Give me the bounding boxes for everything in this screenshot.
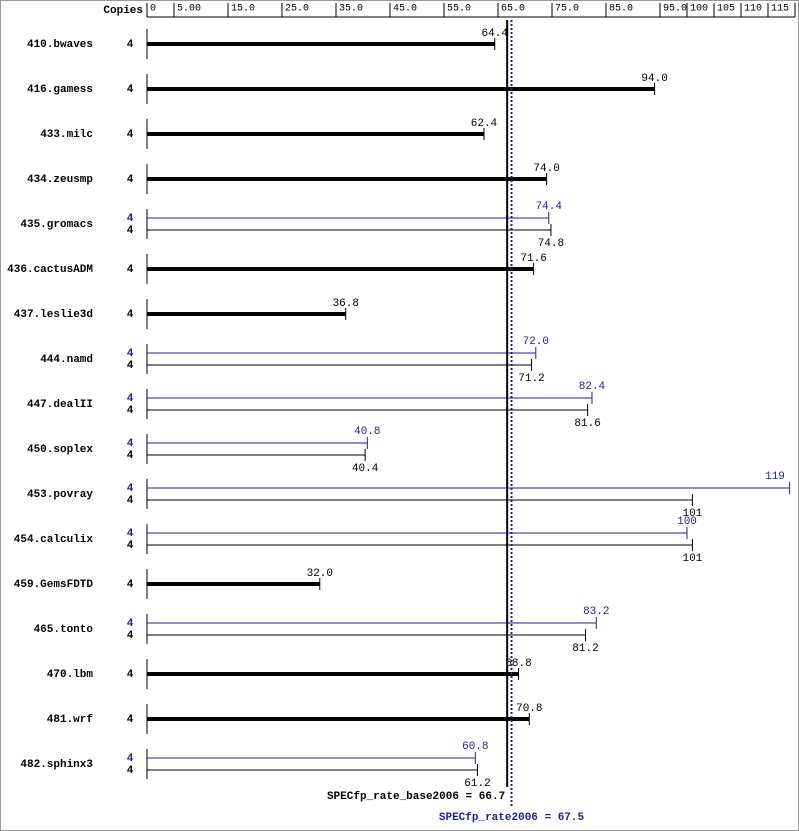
benchmark-label: 482.sphinx3 [20,759,93,771]
copies-label: 4 [127,630,134,642]
benchmark-label: 434.zeusmp [27,174,93,186]
benchmark-label: 481.wrf [47,714,94,726]
copies-label: 4 [127,540,134,552]
copies-label: 4 [127,360,134,372]
x-tick-label: 65.0 [501,4,525,15]
value-label: 101 [682,508,702,520]
value-label: 64.4 [482,28,509,40]
x-tick-label: 95.0 [663,4,687,15]
x-tick-label: 45.0 [393,4,417,15]
value-label: 82.4 [579,381,606,393]
x-tick-label: 110 [744,4,762,15]
copies-label: 4 [127,174,134,186]
x-tick-label: 5.00 [177,4,201,15]
benchmark-label: 465.tonto [34,624,94,636]
copies-label: 4 [127,669,134,681]
benchmark-label: 459.GemsFDTD [14,579,94,591]
copies-label: 4 [127,264,134,276]
copies-label: 4 [127,39,134,51]
copies-label: 4 [127,495,134,507]
copies-label: 4 [127,348,134,360]
x-tick-label: 35.0 [339,4,363,15]
x-tick-label: 100 [690,4,708,15]
value-label: 36.8 [333,298,359,310]
value-label: 81.2 [572,643,598,655]
copies-label: 4 [127,438,134,450]
value-label: 119 [765,471,785,483]
value-label: 81.6 [574,418,600,430]
copies-label: 4 [127,84,134,96]
copies-label: 4 [127,483,134,495]
reference-label: SPECfp_rate2006 = 67.5 [439,812,585,824]
copies-label: 4 [127,528,134,540]
benchmark-label: 436.cactusADM [7,264,93,276]
copies-label: 4 [127,309,134,321]
x-tick-label: 115 [771,4,789,15]
value-label: 40.8 [354,426,380,438]
value-label: 61.2 [464,778,490,790]
benchmark-label: 447.dealII [27,399,93,411]
copies-label: 4 [127,765,134,777]
benchmark-label: 416.gamess [27,84,93,96]
value-label: 40.4 [352,463,379,475]
copies-label: 4 [127,129,134,141]
copies-label: 4 [127,393,134,405]
value-label: 70.8 [516,703,542,715]
value-label: 71.6 [520,253,546,265]
value-label: 71.2 [518,373,544,385]
benchmark-label: 450.soplex [27,444,93,456]
x-tick-label: 15.0 [231,4,255,15]
x-tick-label: 75.0 [555,4,579,15]
value-label: 83.2 [583,606,609,618]
value-label: 60.8 [462,741,488,753]
benchmark-label: 470.lbm [47,669,94,681]
value-label: 74.8 [538,238,564,250]
x-tick-label: 0 [150,4,156,15]
benchmark-label: 444.namd [40,354,93,366]
copies-label: 4 [127,213,134,225]
copies-header: Copies [103,5,143,17]
value-label: 74.4 [536,201,563,213]
value-label: 74.0 [533,163,559,175]
value-label: 94.0 [641,73,667,85]
copies-label: 4 [127,225,134,237]
copies-label: 4 [127,618,134,630]
value-label: 100 [677,516,697,528]
benchmark-label: 437.leslie3d [14,309,93,321]
benchmark-label: 410.bwaves [27,39,93,51]
x-tick-label: 25.0 [285,4,309,15]
value-label: 68.8 [505,658,531,670]
benchmark-label: 435.gromacs [20,219,93,231]
value-label: 32.0 [307,568,333,580]
copies-label: 4 [127,753,134,765]
benchmark-label: 453.povray [27,489,93,501]
benchmark-label: 433.milc [40,129,93,141]
value-label: 101 [682,553,702,565]
x-tick-label: 105 [717,4,735,15]
reference-label: SPECfp_rate_base2006 = 66.7 [327,791,505,803]
copies-label: 4 [127,450,134,462]
x-tick-label: 85.0 [609,4,633,15]
copies-label: 4 [127,579,134,591]
copies-label: 4 [127,714,134,726]
copies-label: 4 [127,405,134,417]
value-label: 72.0 [523,336,549,348]
x-tick-label: 55.0 [447,4,471,15]
benchmark-label: 454.calculix [14,534,94,546]
value-label: 62.4 [471,118,498,130]
